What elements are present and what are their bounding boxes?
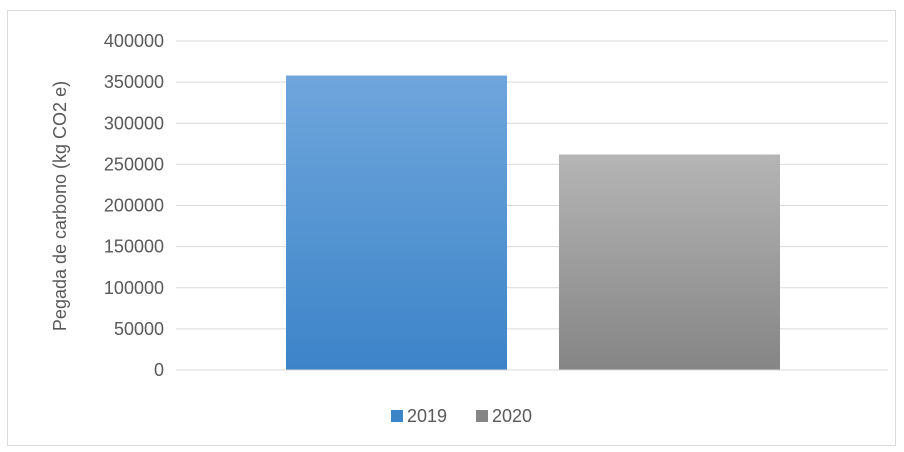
legend-label-2019: 2019 (407, 406, 447, 426)
y-tick-label: 50000 (114, 319, 164, 339)
gridlines (176, 40, 888, 330)
y-tick-label: 150000 (104, 237, 164, 257)
bar-2020 (559, 154, 780, 370)
y-tick-label: 400000 (104, 31, 164, 51)
legend-swatch-2019 (391, 410, 403, 422)
y-tick-label: 350000 (104, 72, 164, 92)
y-tick-label: 250000 (104, 154, 164, 174)
legend: 2019 2020 (391, 406, 532, 426)
bar-2019 (286, 75, 507, 371)
bars (286, 75, 780, 371)
y-tick-label: 100000 (104, 278, 164, 298)
legend-label-2020: 2020 (492, 406, 532, 426)
legend-swatch-2020 (476, 410, 488, 422)
y-tick-label: 200000 (104, 196, 164, 216)
y-axis-ticks: 0 50000 100000 150000 200000 250000 300000 3500… (104, 31, 164, 380)
y-tick-label: 300000 (104, 113, 164, 133)
y-tick-label: 0 (154, 360, 164, 380)
y-axis-title: Pegada de carbono (kg CO2 e) (50, 81, 70, 331)
